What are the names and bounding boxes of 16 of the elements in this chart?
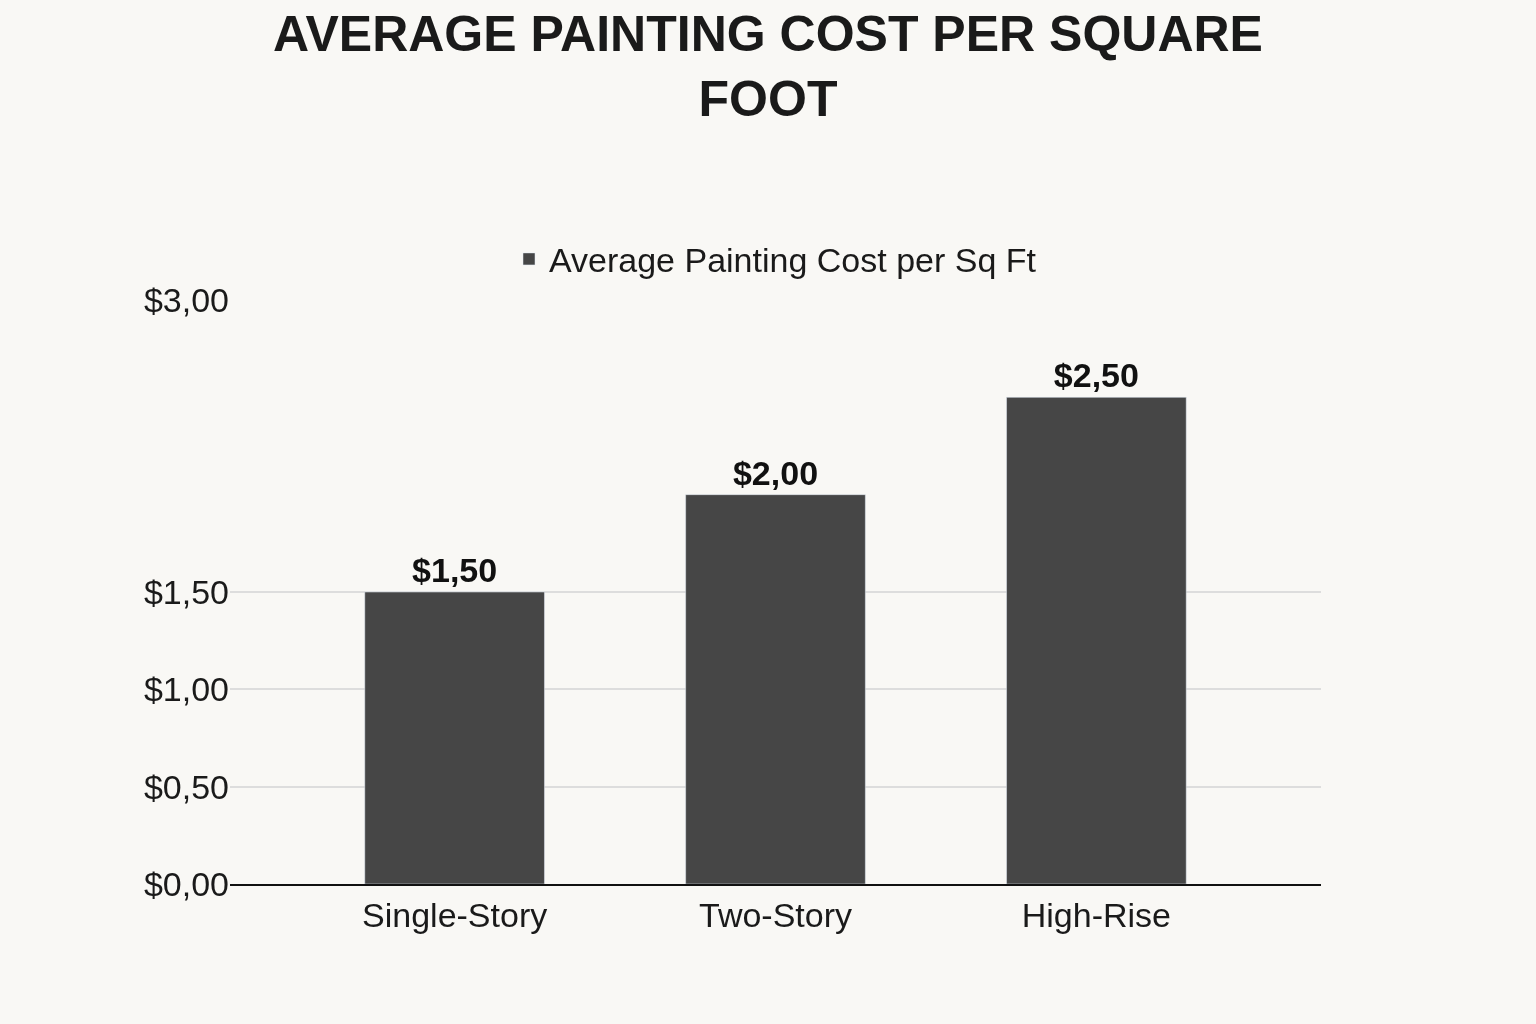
bar <box>685 494 866 884</box>
data-label: $2,00 <box>732 453 819 492</box>
y-tick-label: $0,50 <box>143 767 229 806</box>
y-tick-label: $1,00 <box>143 670 229 709</box>
x-tick-label: High-Rise <box>1021 895 1172 934</box>
chart-title: AVERAGE PAINTING COST PER SQUARE FOOT <box>273 6 1263 128</box>
y-tick-label: $1,50 <box>143 572 229 611</box>
x-tick-label: Two-Story <box>698 895 853 934</box>
legend-label: Average Painting Cost per Sq Ft <box>549 241 1037 280</box>
bar <box>364 591 545 884</box>
x-tick-label: Single-Story <box>362 895 548 934</box>
data-label: $1,50 <box>412 551 498 589</box>
y-tick-label: $0,00 <box>143 864 229 903</box>
y-tick-label: $3,00 <box>143 280 229 319</box>
bar <box>1006 397 1187 884</box>
data-label: $2,50 <box>1053 356 1139 395</box>
